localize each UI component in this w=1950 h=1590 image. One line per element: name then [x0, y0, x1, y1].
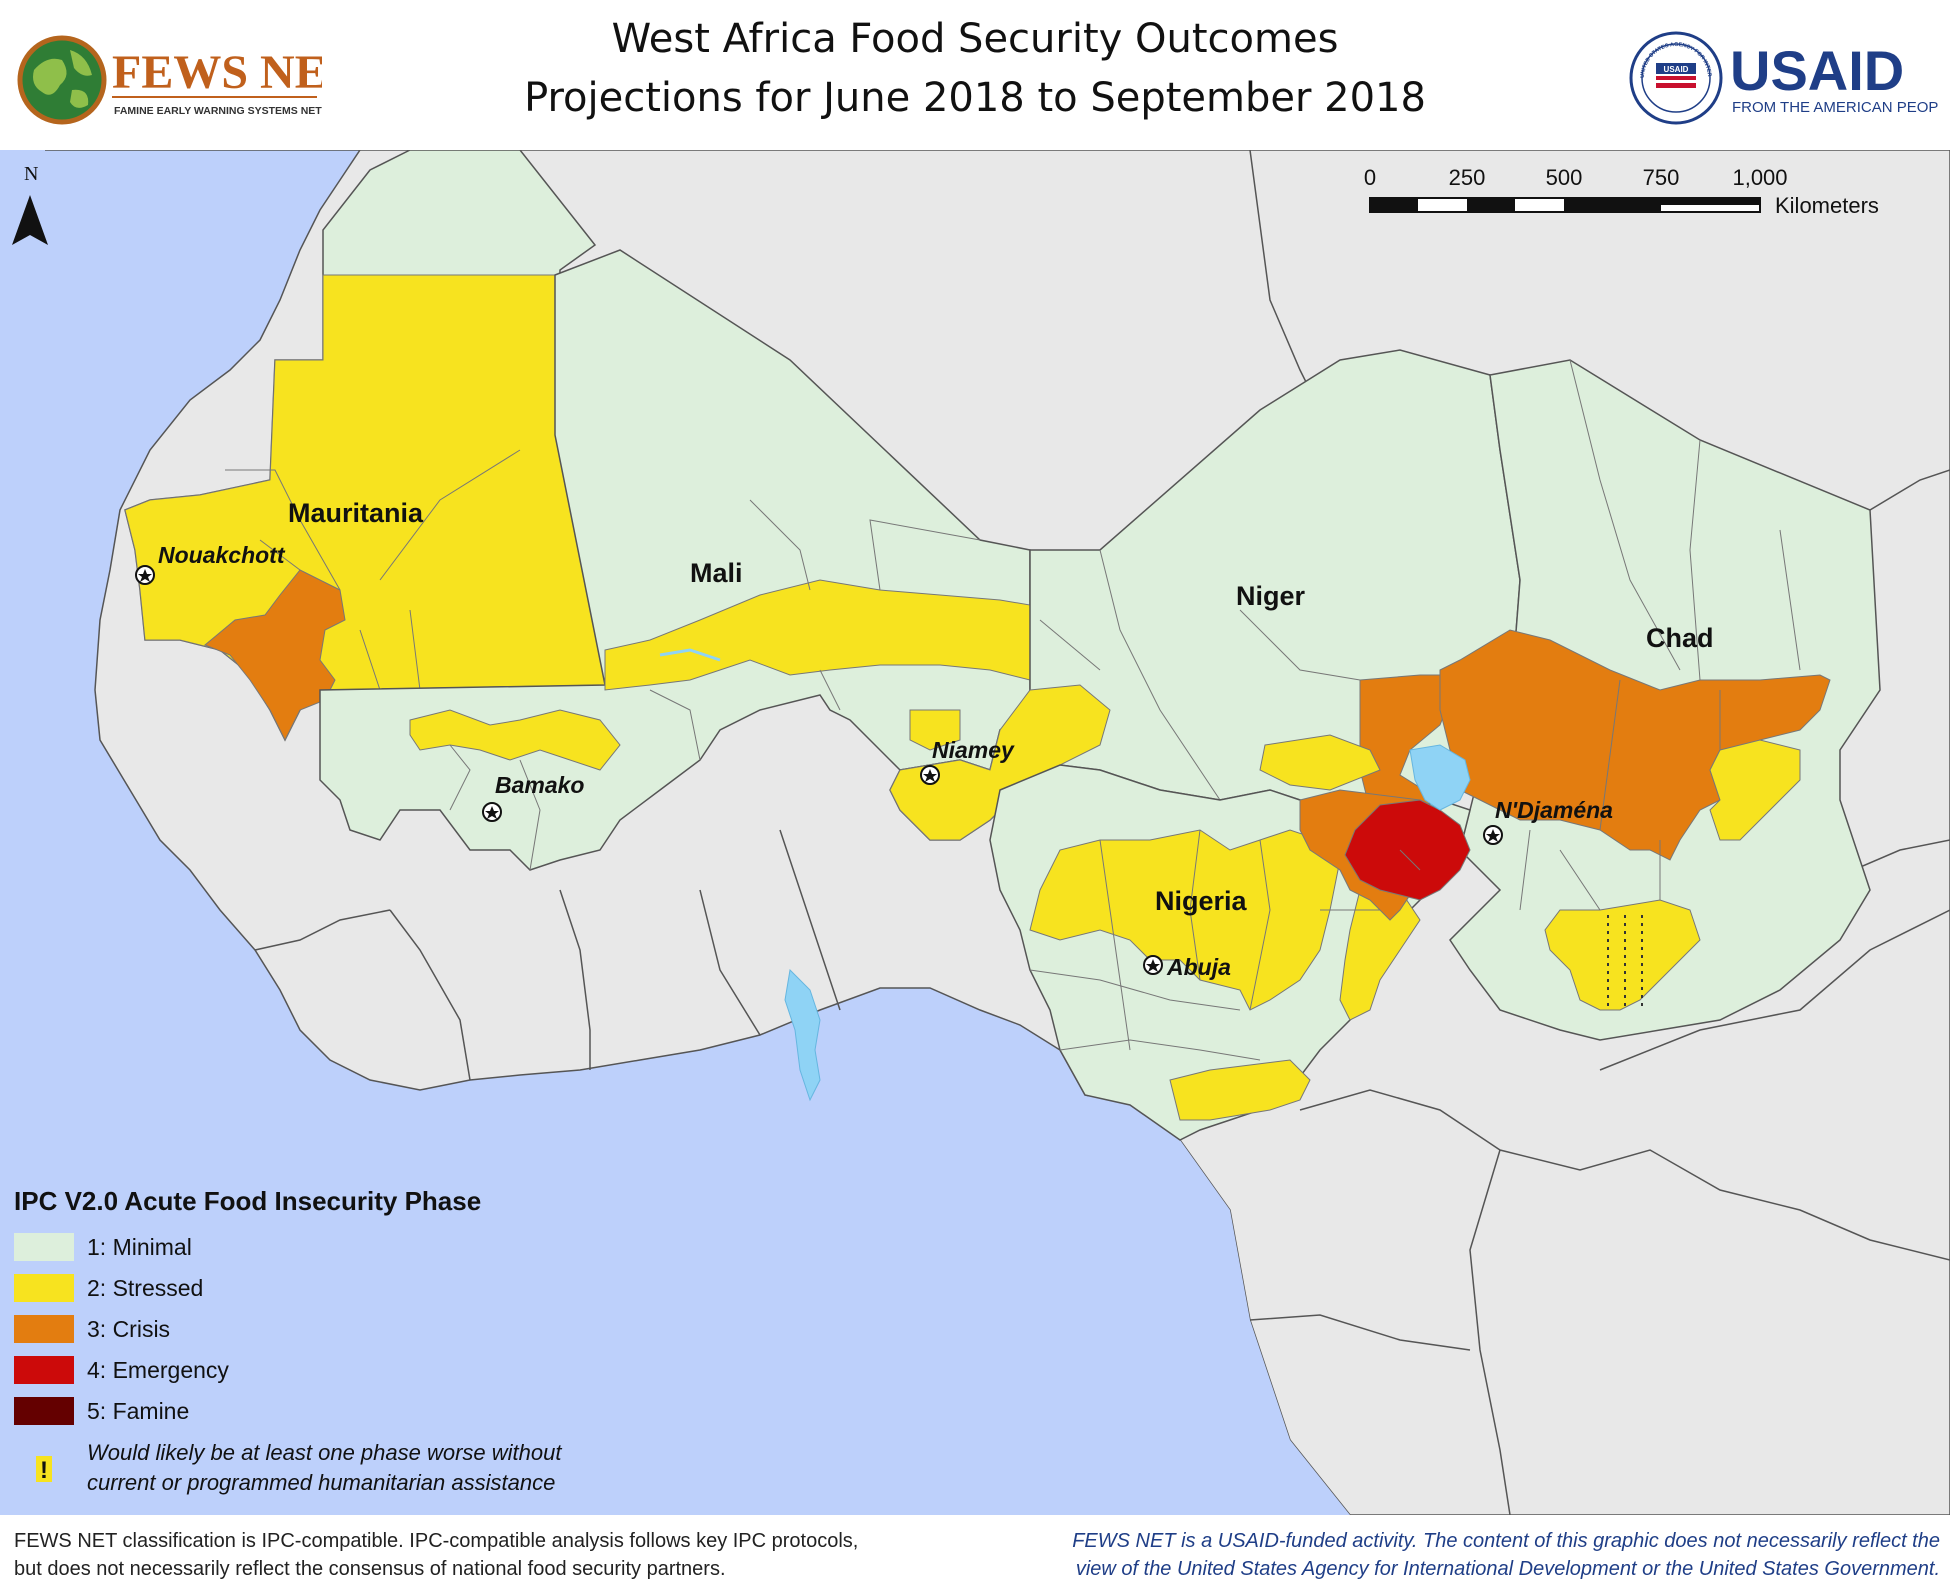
fews-net-wordmark: FEWS NET: [112, 46, 322, 99]
mauritania-admin-lines: [225, 449, 521, 691]
north-arrow-label: N: [24, 163, 38, 185]
fews-net-subtitle: FAMINE EARLY WARNING SYSTEMS NETWORK: [114, 105, 322, 117]
mali-stressed-south: [409, 709, 621, 771]
country-label-mauritania: Mauritania: [288, 498, 424, 528]
niger-stressed-south: [889, 684, 1111, 841]
footer-left-line-2: but does not necessarily reflect the con…: [14, 1558, 726, 1580]
city-marker-ndjamena: N'Djaména: [1483, 797, 1613, 845]
lake-volta: [784, 968, 821, 1102]
country-label-chad: Chad: [1646, 623, 1714, 653]
legend-note-line-2: current or programmed humanitarian assis…: [87, 1470, 555, 1495]
country-label-mali: Mali: [690, 558, 743, 588]
legend-swatch-famine: [14, 1397, 74, 1425]
legend-label-emergency: 4: Emergency: [87, 1357, 229, 1383]
north-arrow-icon: [12, 195, 48, 245]
niger-stressed-west: [909, 709, 961, 751]
usaid-wordmark: USAID: [1730, 39, 1904, 102]
footer-right-line-1: FEWS NET is a USAID-funded activity. The…: [1072, 1530, 1940, 1552]
legend-note-line-1: Would likely be at least one phase worse…: [87, 1440, 562, 1465]
assistance-symbol-box: [36, 1456, 52, 1482]
map-subtitle: Projections for June 2018 to September 2…: [524, 75, 1426, 121]
nigeria-stressed-south: [1169, 1059, 1311, 1121]
legend-swatch-crisis: [14, 1315, 74, 1343]
city-label-ndjamena: N'Djaména: [1495, 797, 1613, 823]
niger-river-mali: [659, 648, 721, 662]
usaid-tagline: FROM THE AMERICAN PEOPLE: [1732, 99, 1938, 116]
legend-label-crisis: 3: Crisis: [87, 1316, 170, 1342]
footer-left-line-1: FEWS NET classification is IPC-compatibl…: [14, 1530, 859, 1552]
scale-tick-0: 0: [1364, 165, 1376, 190]
nigeria-stressed-north: [1029, 829, 1341, 1011]
chad-stressed-south: [1544, 899, 1701, 1011]
legend-label-minimal: 1: Minimal: [87, 1234, 192, 1260]
fews-net-logo: FEWS NET FAMINE EARLY WARNING SYSTEMS NE…: [17, 35, 322, 125]
city-label-bamako: Bamako: [495, 772, 584, 798]
nigeria-admin-lines: [1029, 829, 1421, 1061]
scale-tick-250: 250: [1449, 165, 1486, 190]
niger-stressed-band: [1259, 734, 1381, 791]
lake-chad: [1409, 744, 1471, 811]
scale-bar: 0 250 500 750 1,000 Kilometers: [1364, 165, 1879, 218]
food-security-map: Mauritania Mali Niger Chad Nigeria Nouak…: [0, 150, 1950, 1515]
city-label-niamey: Niamey: [932, 737, 1015, 763]
city-marker-abuja: Abuja: [1143, 954, 1231, 980]
scale-tick-500: 500: [1546, 165, 1583, 190]
legend-swatch-stressed: [14, 1274, 74, 1302]
city-marker-niamey: Niamey: [920, 737, 1015, 785]
country-label-nigeria: Nigeria: [1155, 886, 1248, 916]
legend-swatch-minimal: [14, 1233, 74, 1261]
map-footer: FEWS NET classification is IPC-compatibl…: [0, 1515, 1950, 1590]
country-label-niger: Niger: [1236, 581, 1306, 611]
legend-label-famine: 5: Famine: [87, 1398, 189, 1424]
assistance-symbol: !: [40, 1457, 48, 1484]
nigeria-emergency: [1344, 799, 1471, 901]
chad-admin-lines: [1519, 359, 1801, 911]
mali-stressed-band: [604, 579, 1031, 691]
city-marker-bamako: Bamako: [482, 772, 584, 822]
footer-right-line-2: view of the United States Agency for Int…: [1075, 1558, 1940, 1580]
scale-unit: Kilometers: [1775, 193, 1879, 218]
scale-tick-1000: 1,000: [1732, 165, 1787, 190]
mauritania-crisis: [204, 569, 346, 742]
chad-stressed-east: [1709, 739, 1801, 841]
scale-tick-750: 750: [1643, 165, 1680, 190]
legend-label-stressed: 2: Stressed: [87, 1275, 203, 1301]
nigeria-stressed-east: [1339, 889, 1421, 1021]
city-marker-nouakchott: Nouakchott: [135, 542, 286, 585]
city-label-nouakchott: Nouakchott: [158, 542, 286, 568]
usaid-seal-inner: USAID: [1664, 65, 1689, 74]
mali-admin-lines: [449, 499, 981, 871]
city-label-abuja: Abuja: [1166, 954, 1231, 980]
footer-disclaimer-left: FEWS NET classification is IPC-compatibl…: [14, 1527, 894, 1583]
footer-disclaimer-right: FEWS NET is a USAID-funded activity. The…: [1040, 1527, 1940, 1583]
usaid-logo: UNITED STATES AGENCY FOR INTERNATIONAL D…: [1628, 28, 1938, 125]
legend-title: IPC V2.0 Acute Food Insecurity Phase: [14, 1186, 481, 1216]
niger-admin-lines: [1039, 549, 1361, 801]
map-header: FEWS NET FAMINE EARLY WARNING SYSTEMS NE…: [0, 0, 1950, 150]
legend-swatch-emergency: [14, 1356, 74, 1384]
north-arrow: N: [12, 163, 48, 245]
map-title: West Africa Food Security Outcomes: [611, 16, 1339, 62]
legend: IPC V2.0 Acute Food Insecurity Phase 1: …: [14, 1186, 562, 1495]
